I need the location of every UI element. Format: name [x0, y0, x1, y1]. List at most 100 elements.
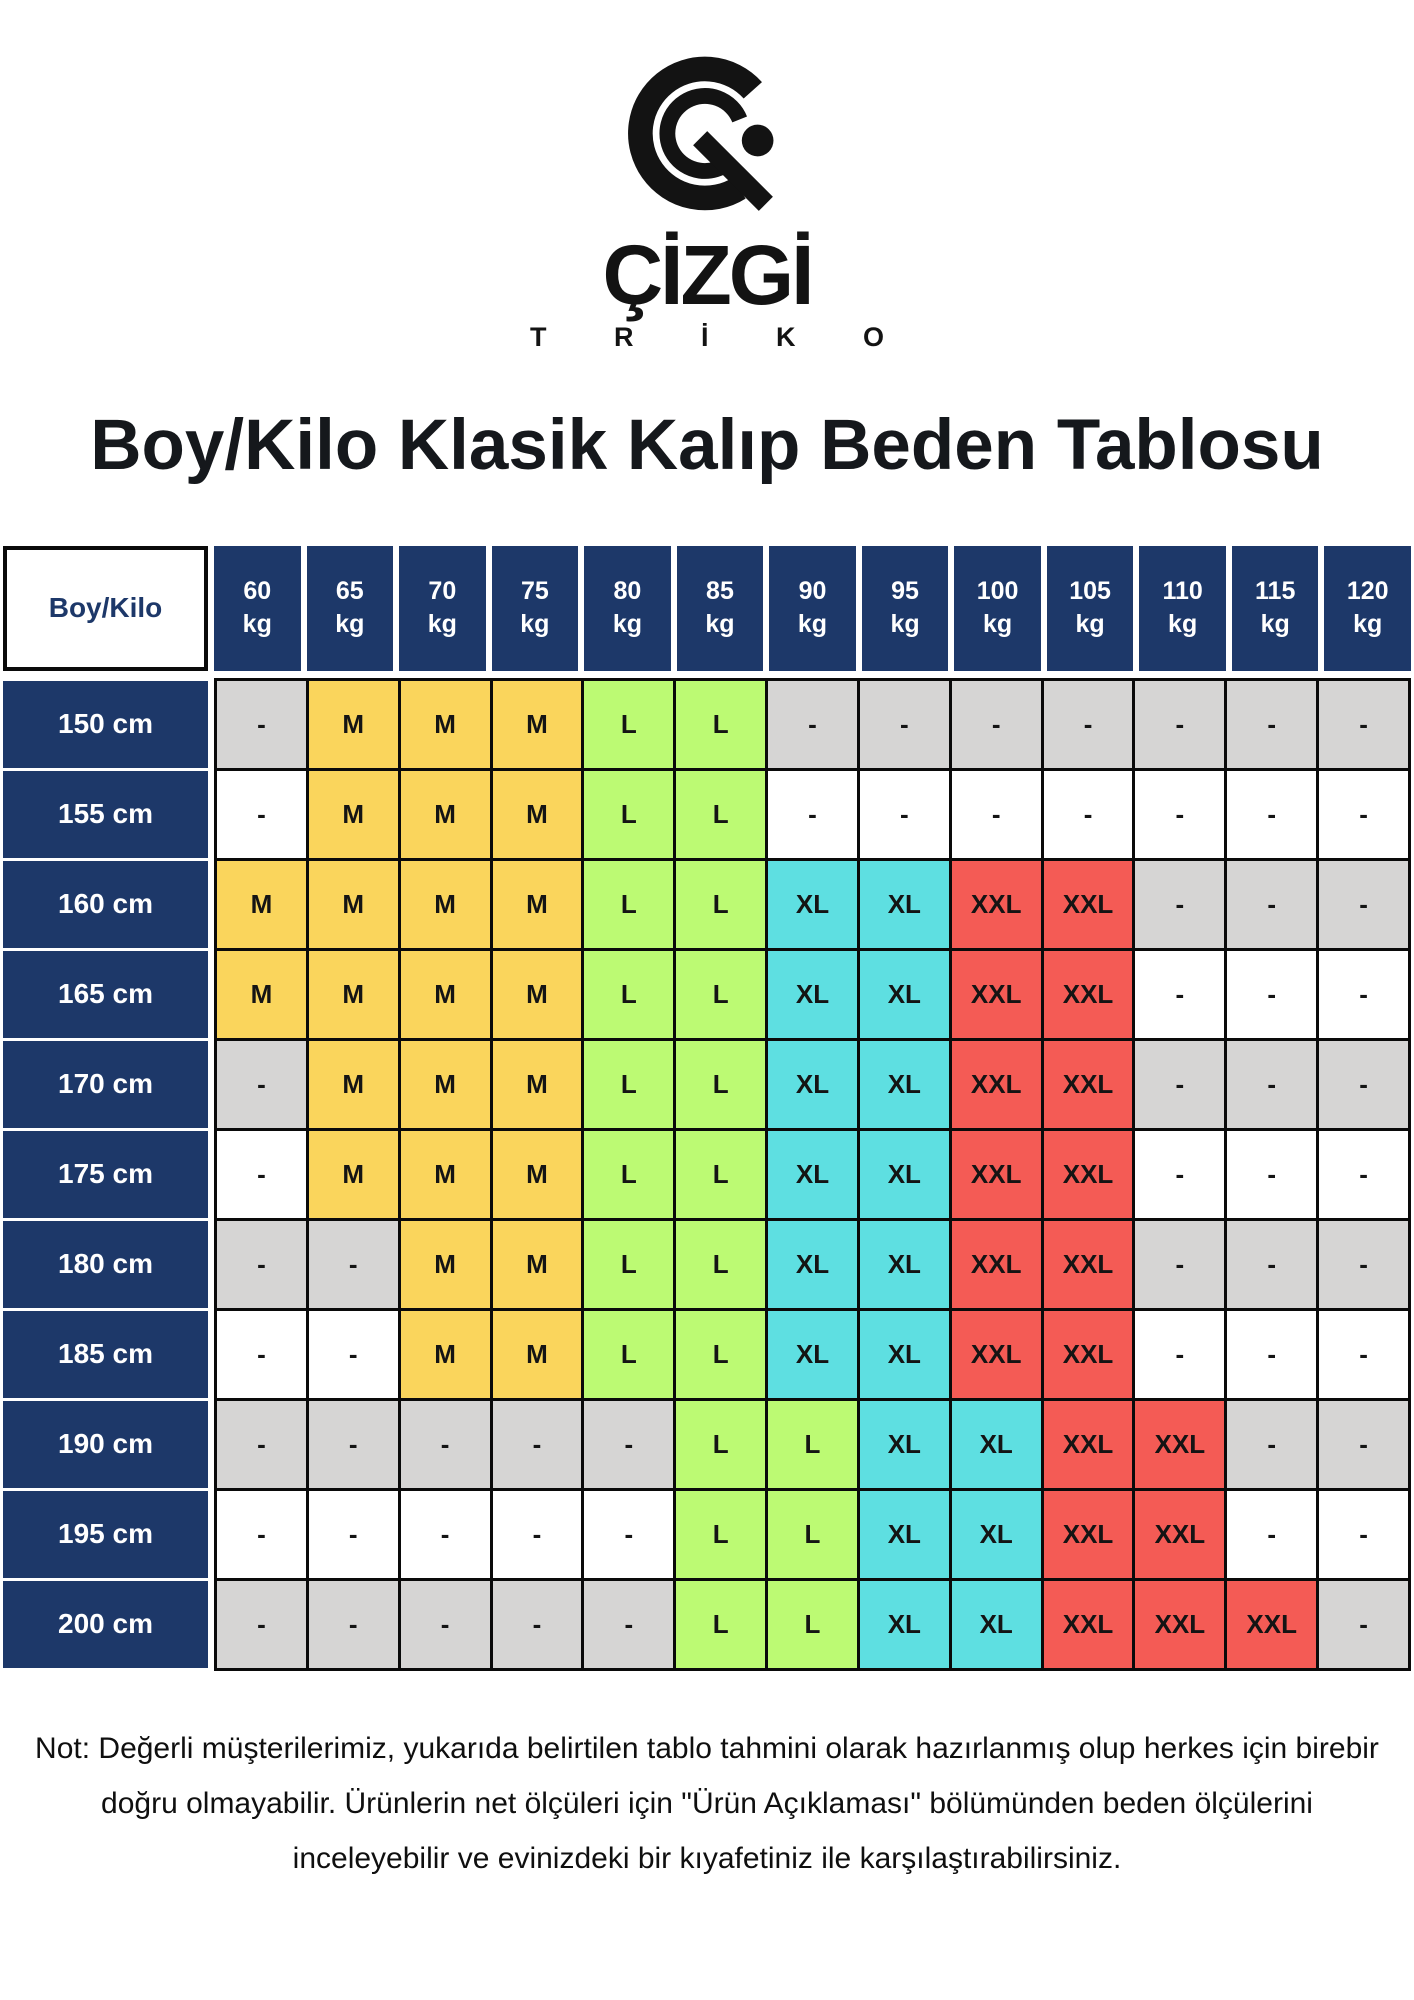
- size-cell: -: [308, 1310, 398, 1398]
- size-cell: XXL: [951, 1040, 1041, 1128]
- weight-header-cell: 80 kg: [584, 545, 671, 671]
- size-cell: M: [217, 950, 306, 1038]
- size-cell: M: [492, 1220, 582, 1308]
- size-cell: -: [1135, 1310, 1225, 1398]
- height-label: 155 cm: [3, 770, 208, 858]
- size-cell: L: [676, 1310, 766, 1398]
- size-cell: L: [676, 950, 766, 1038]
- size-cell: XL: [859, 1580, 949, 1668]
- height-label: 165 cm: [3, 950, 208, 1038]
- disclaimer-note: Not: Değerli müşterilerimiz, yukarıda be…: [35, 1731, 1379, 1875]
- size-cell: -: [217, 1490, 306, 1578]
- height-label: 150 cm: [3, 680, 208, 768]
- size-cell: -: [400, 1580, 490, 1668]
- size-cell: XL: [859, 860, 949, 948]
- size-cell: M: [308, 950, 398, 1038]
- size-cell: M: [308, 770, 398, 858]
- size-cell: -: [1319, 1130, 1408, 1218]
- size-cell: -: [1227, 1310, 1317, 1398]
- brand-subname: T R İ K O: [530, 321, 914, 352]
- size-cell: -: [492, 1580, 582, 1668]
- page-title: Boy/Kilo Klasik Kalıp Beden Tablosu: [90, 405, 1324, 485]
- size-cell: L: [584, 1220, 674, 1308]
- size-cell: -: [1135, 680, 1225, 768]
- size-cell: XXL: [951, 1310, 1041, 1398]
- size-cell: XXL: [1043, 1580, 1133, 1668]
- size-cell: XXL: [951, 1130, 1041, 1218]
- size-cell: -: [951, 680, 1041, 768]
- size-cell: -: [1135, 860, 1225, 948]
- size-cell-grid: - M M M L L - - - - - - - - M M M L L - - - - - - - M M M M L L XL XL XXL X…: [214, 677, 1411, 1671]
- size-cell: L: [676, 1040, 766, 1128]
- size-cell: L: [584, 1040, 674, 1128]
- size-cell: M: [400, 1310, 490, 1398]
- size-cell: -: [1135, 1220, 1225, 1308]
- size-cell: L: [676, 680, 766, 768]
- size-cell: XXL: [1043, 860, 1133, 948]
- size-cell: -: [951, 770, 1041, 858]
- size-cell: -: [217, 770, 306, 858]
- size-cell: L: [768, 1490, 857, 1578]
- size-cell: XXL: [1043, 950, 1133, 1038]
- weight-header-row: 60 kg 65 kg 70 kg 75 kg 80 kg 85 kg 90 kg 95 kg 100 kg 105…: [214, 545, 1411, 671]
- size-cell: -: [768, 680, 857, 768]
- weight-header-cell: 100 kg: [954, 545, 1041, 671]
- size-cell: -: [1319, 860, 1408, 948]
- size-cell: -: [1319, 1490, 1408, 1578]
- size-cell: L: [584, 680, 674, 768]
- height-label: 200 cm: [3, 1580, 208, 1668]
- size-cell: XXL: [951, 1220, 1041, 1308]
- size-cell: -: [1227, 860, 1317, 948]
- size-cell: -: [217, 1310, 306, 1398]
- size-cell: XL: [768, 950, 857, 1038]
- size-cell: M: [217, 860, 306, 948]
- size-cell: -: [1227, 1130, 1317, 1218]
- size-cell: L: [676, 770, 766, 858]
- size-cell: XL: [859, 1220, 949, 1308]
- size-cell: -: [1135, 950, 1225, 1038]
- size-cell: -: [308, 1490, 398, 1578]
- size-cell: M: [400, 950, 490, 1038]
- size-cell: XXL: [1227, 1580, 1317, 1668]
- size-table: Boy/Kilo 60 kg 65 kg 70 kg 75 kg 80 kg 85 kg 90 kg 95 k…: [3, 545, 1411, 1671]
- size-cell: -: [1319, 1040, 1408, 1128]
- weight-header-cell: 75 kg: [491, 545, 579, 671]
- size-cell: XXL: [951, 860, 1041, 948]
- size-cell: -: [584, 1490, 674, 1578]
- brand-logo-icon: [628, 56, 774, 211]
- size-cell: XL: [951, 1400, 1041, 1488]
- size-cell: XXL: [1043, 1220, 1133, 1308]
- size-cell: -: [217, 1220, 306, 1308]
- height-label-column: 150 cm 155 cm 160 cm 165 cm 170 cm 175 cm 180 …: [3, 678, 208, 1671]
- size-cell: M: [400, 680, 490, 768]
- size-cell: -: [584, 1400, 674, 1488]
- size-cell: M: [400, 1130, 490, 1218]
- size-cell: L: [768, 1580, 857, 1668]
- brand-logo: ÇİZGİ T R İ K O: [3, 42, 1411, 353]
- size-cell: XXL: [1043, 1040, 1133, 1128]
- size-cell: -: [1227, 680, 1317, 768]
- size-cell: -: [217, 1400, 306, 1488]
- weight-header-cell: 95 kg: [861, 545, 949, 671]
- height-label: 170 cm: [3, 1040, 208, 1128]
- size-cell: -: [584, 1580, 674, 1668]
- corner-header-cell: Boy/Kilo: [3, 545, 208, 671]
- size-cell: -: [400, 1400, 490, 1488]
- height-label: 180 cm: [3, 1220, 208, 1308]
- weight-header-cell: 110 kg: [1139, 545, 1226, 671]
- size-cell: -: [1135, 1040, 1225, 1128]
- size-cell: M: [308, 860, 398, 948]
- size-cell: M: [492, 680, 582, 768]
- size-cell: L: [584, 860, 674, 948]
- size-cell: L: [676, 1130, 766, 1218]
- size-cell: -: [492, 1400, 582, 1488]
- size-cell: -: [1319, 1310, 1408, 1398]
- size-cell: -: [859, 680, 949, 768]
- weight-header-cell: 120 kg: [1324, 545, 1411, 671]
- size-cell: XL: [859, 1400, 949, 1488]
- size-cell: -: [1043, 770, 1133, 858]
- size-cell: -: [400, 1490, 490, 1578]
- weight-header-cell: 105 kg: [1046, 545, 1134, 671]
- size-cell: -: [1319, 770, 1408, 858]
